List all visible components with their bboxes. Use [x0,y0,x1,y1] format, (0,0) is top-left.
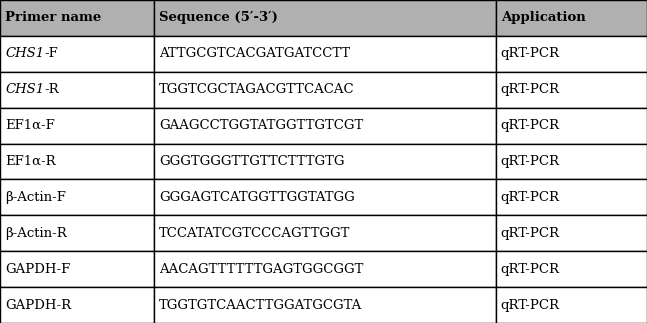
Bar [154,72,496,108]
Bar [154,251,496,287]
Text: CHS1: CHS1 [5,47,44,60]
Text: qRT-PCR: qRT-PCR [501,298,560,312]
Text: β-Actin-F: β-Actin-F [5,191,66,204]
Bar [496,143,647,180]
Bar [154,287,496,323]
Text: CHS1: CHS1 [5,83,44,96]
Bar [0,287,154,323]
Bar [154,215,496,251]
Bar [0,36,154,72]
Bar [0,180,154,215]
Text: GAPDH-R: GAPDH-R [5,298,71,312]
Bar [154,36,496,72]
Text: qRT-PCR: qRT-PCR [501,47,560,60]
Text: qRT-PCR: qRT-PCR [501,227,560,240]
Text: EF1α-R: EF1α-R [5,155,56,168]
Text: qRT-PCR: qRT-PCR [501,191,560,204]
Text: TCCATATCGTCCCAGTTGGT: TCCATATCGTCCCAGTTGGT [159,227,351,240]
Text: EF1α-F: EF1α-F [5,119,55,132]
Text: Primer name: Primer name [5,11,102,25]
Text: qRT-PCR: qRT-PCR [501,155,560,168]
Text: GAAGCCTGGTATGGTTGTCGT: GAAGCCTGGTATGGTTGTCGT [159,119,364,132]
Text: β-Actin-R: β-Actin-R [5,227,67,240]
Bar [496,36,647,72]
Text: Application: Application [501,11,586,25]
Bar [0,72,154,108]
Bar [0,251,154,287]
Bar [154,0,496,36]
Bar [496,287,647,323]
Text: GGGAGTCATGGTTGGTATGG: GGGAGTCATGGTTGGTATGG [159,191,355,204]
Bar [154,180,496,215]
Text: Sequence (5′-3′): Sequence (5′-3′) [159,11,278,25]
Text: ATTGCGTCACGATGATCCTT: ATTGCGTCACGATGATCCTT [159,47,350,60]
Bar [496,72,647,108]
Bar [0,0,154,36]
Text: AACAGTTTTTTGAGTGGCGGT: AACAGTTTTTTGAGTGGCGGT [159,263,364,276]
Text: TGGTGTCAACTTGGATGCGTA: TGGTGTCAACTTGGATGCGTA [159,298,362,312]
Bar [154,108,496,143]
Text: -F: -F [44,47,58,60]
Text: qRT-PCR: qRT-PCR [501,83,560,96]
Bar [154,143,496,180]
Bar [496,0,647,36]
Bar [496,215,647,251]
Text: qRT-PCR: qRT-PCR [501,263,560,276]
Text: qRT-PCR: qRT-PCR [501,119,560,132]
Bar [496,180,647,215]
Bar [496,251,647,287]
Text: TGGTCGCTAGACGTTCACAC: TGGTCGCTAGACGTTCACAC [159,83,355,96]
Text: GGGTGGGTTGTTCTTTGTG: GGGTGGGTTGTTCTTTGTG [159,155,345,168]
Text: -R: -R [44,83,59,96]
Bar [0,143,154,180]
Bar [0,108,154,143]
Text: GAPDH-F: GAPDH-F [5,263,71,276]
Bar [0,215,154,251]
Bar [496,108,647,143]
